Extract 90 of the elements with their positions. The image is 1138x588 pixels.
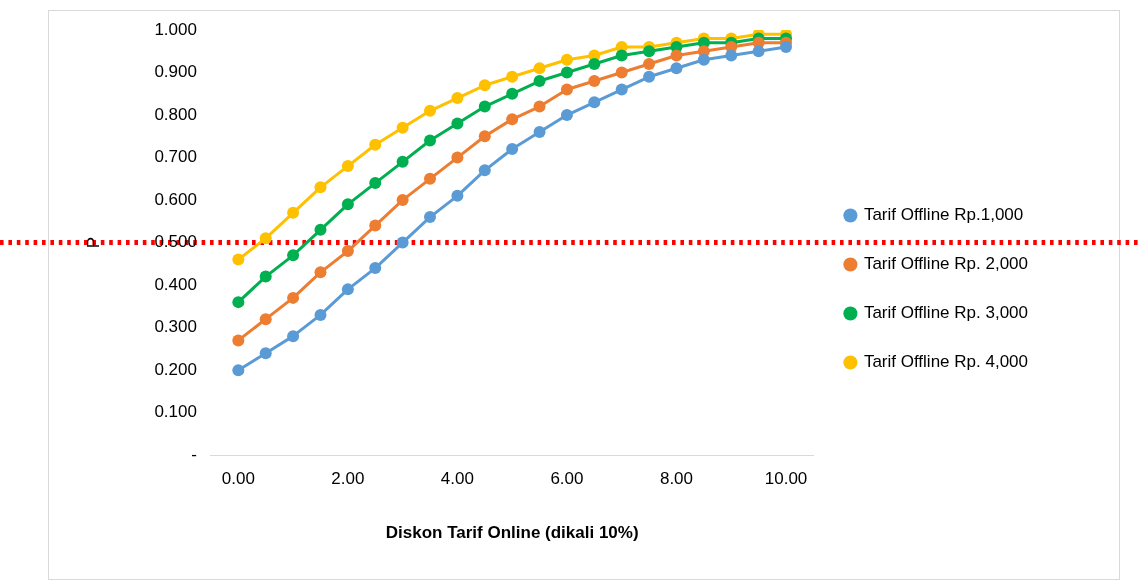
legend-label: Tarif Offline Rp.1,000 <box>863 205 1024 225</box>
y-axis-title: P <box>83 236 103 249</box>
y-tick-label: - <box>191 444 197 464</box>
point <box>424 211 437 224</box>
point <box>506 87 519 100</box>
point <box>697 53 710 66</box>
point <box>478 164 491 177</box>
x-tick-label: 8.00 <box>659 469 694 489</box>
point <box>259 232 272 245</box>
point <box>560 53 573 66</box>
point <box>232 296 245 309</box>
point <box>451 92 464 105</box>
y-tick-label: 1.000 <box>154 19 197 39</box>
x-axis-title: Diskon Tarif Online (dikali 10%) <box>385 523 639 543</box>
point <box>396 155 409 168</box>
point <box>478 100 491 113</box>
point <box>725 49 738 62</box>
point <box>560 83 573 96</box>
point <box>314 223 327 236</box>
point <box>287 206 300 219</box>
point <box>588 75 601 88</box>
point <box>396 194 409 207</box>
point <box>259 347 272 360</box>
point <box>588 96 601 109</box>
legend-label: Tarif Offline Rp. 4,000 <box>863 352 1028 372</box>
y-tick-label: 0.400 <box>154 274 197 294</box>
point <box>287 291 300 304</box>
point <box>369 219 382 232</box>
point <box>478 130 491 143</box>
point <box>259 313 272 326</box>
point <box>287 249 300 262</box>
point <box>752 45 765 58</box>
point <box>259 270 272 283</box>
y-tick-label: 0.100 <box>154 402 197 422</box>
point <box>232 253 245 266</box>
point <box>643 58 656 71</box>
point <box>560 66 573 79</box>
x-tick-label: 6.00 <box>550 469 584 489</box>
point <box>369 262 382 275</box>
point <box>533 126 546 139</box>
point <box>670 49 683 62</box>
point <box>396 121 409 134</box>
point <box>478 79 491 92</box>
point <box>451 117 464 130</box>
x-tick-label: 2.00 <box>331 469 365 489</box>
point <box>670 62 683 75</box>
point <box>533 62 546 75</box>
point <box>314 308 327 321</box>
point <box>369 177 382 190</box>
point <box>506 70 519 83</box>
legend-label: Tarif Offline Rp. 3,000 <box>863 303 1028 323</box>
legend-label: Tarif Offline Rp. 2,000 <box>863 254 1028 274</box>
point <box>506 113 519 126</box>
point <box>643 70 656 83</box>
point <box>341 283 354 296</box>
point <box>533 75 546 88</box>
point <box>643 45 656 58</box>
point <box>232 364 245 377</box>
point <box>369 138 382 151</box>
y-tick-label: 0.700 <box>154 147 197 167</box>
point <box>341 198 354 211</box>
point <box>451 189 464 202</box>
point <box>341 245 354 258</box>
y-tick-label: 0.500 <box>154 232 197 252</box>
y-tick-label: 0.600 <box>154 189 197 209</box>
x-tick-label: 4.00 <box>440 469 474 489</box>
point <box>533 100 546 113</box>
x-tick-label: 10.00 <box>764 469 808 489</box>
y-tick-label: 0.200 <box>154 359 197 379</box>
point <box>396 236 409 249</box>
point <box>424 172 437 185</box>
y-tick-label: 0.300 <box>154 317 197 337</box>
y-tick-label: 0.900 <box>154 62 197 82</box>
point <box>506 143 519 156</box>
point <box>780 41 793 54</box>
point <box>424 104 437 117</box>
point <box>560 109 573 122</box>
point <box>314 266 327 279</box>
point <box>615 66 628 79</box>
point <box>451 151 464 164</box>
point <box>314 181 327 194</box>
point <box>287 330 300 343</box>
point <box>232 334 245 347</box>
y-tick-label: 0.800 <box>154 104 197 124</box>
point <box>588 58 601 71</box>
x-tick-label: 0.00 <box>221 469 255 489</box>
point <box>341 160 354 173</box>
point <box>615 49 628 62</box>
point <box>615 83 628 96</box>
point <box>424 134 437 147</box>
